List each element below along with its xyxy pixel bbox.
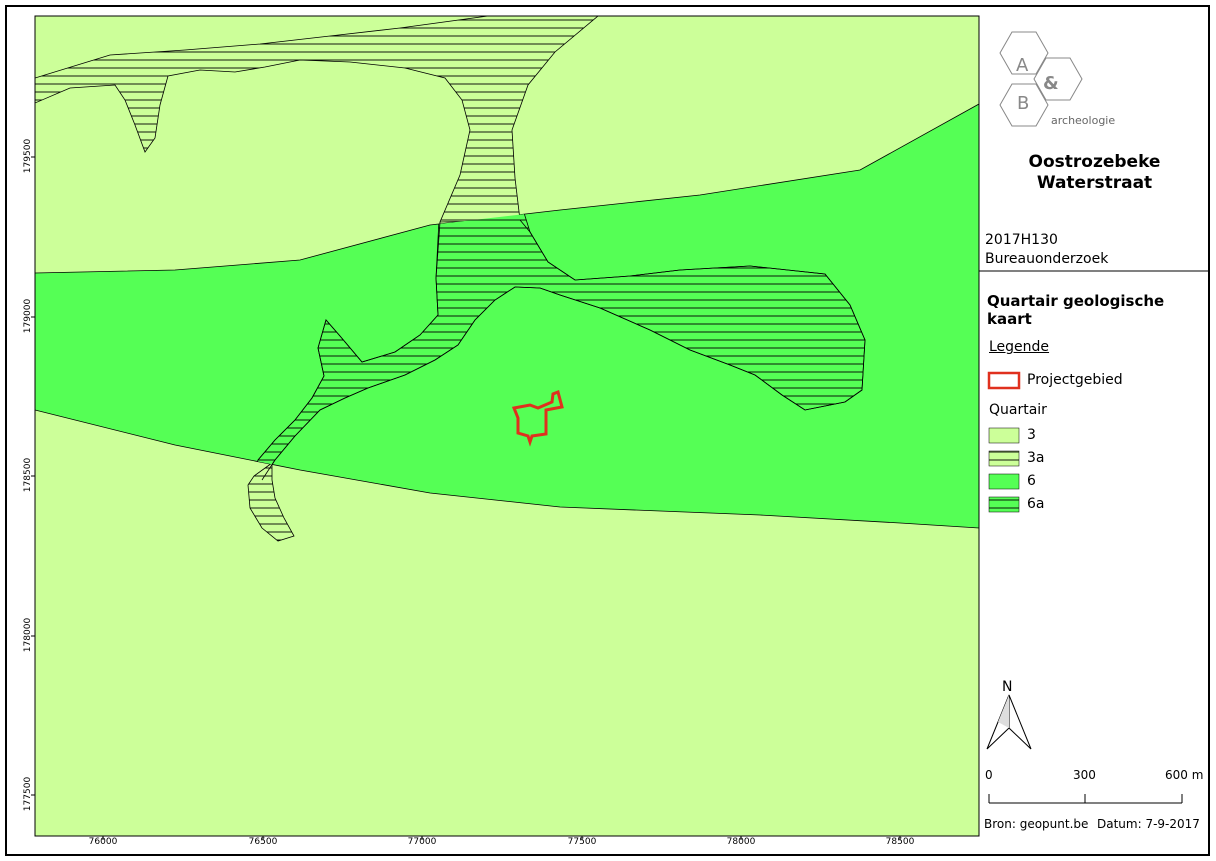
x-tick-label: 78000	[726, 837, 756, 847]
logo	[999, 31, 1083, 127]
north-label: N	[1002, 679, 1013, 695]
map-title: Oostrozebeke Waterstraat	[979, 152, 1210, 194]
x-tick-label: 76000	[88, 837, 118, 847]
north-arrow-icon	[986, 694, 1032, 750]
logo-ampersand: &	[1043, 73, 1059, 94]
y-tick-label: 178000	[23, 617, 33, 653]
x-tick-marks	[102, 836, 901, 840]
map-title-line1: Oostrozebeke	[1028, 152, 1161, 172]
legend-label-3: 3	[1027, 427, 1036, 443]
scale-bar	[988, 794, 1183, 804]
project-area-label: Projectgebied	[1027, 372, 1123, 388]
y-tick-label: 179500	[23, 138, 33, 174]
logo-letter-a: A	[1016, 55, 1029, 76]
date-text: Datum: 7-9-2017	[1097, 817, 1200, 831]
x-tick-label: 76500	[248, 837, 278, 847]
map-info-panel: A & B archeologie Oostrozebeke Waterstra…	[979, 16, 1210, 836]
scale-label-300: 300	[1073, 768, 1096, 782]
map-title-line2: Waterstraat	[1036, 173, 1153, 193]
y-tick-marks	[31, 156, 35, 796]
scale-label-0: 0	[985, 768, 993, 782]
legend-swatch-3a	[988, 450, 1020, 467]
x-tick-label: 77500	[567, 837, 597, 847]
quartair-heading: Quartair	[989, 402, 1047, 418]
project-area-outline[interactable]	[511, 389, 564, 447]
unit-3a-areas	[35, 16, 599, 542]
logo-letter-b: B	[1017, 93, 1030, 114]
x-tick-label: 77000	[407, 837, 437, 847]
logo-wordmark: archeologie	[1051, 114, 1116, 127]
legend-swatch-6	[988, 473, 1020, 490]
legend-swatch-3	[988, 427, 1020, 444]
project-code: 2017H130	[985, 232, 1058, 248]
legend-title: Quartair geologische kaart	[987, 292, 1165, 328]
legend-label-6: 6	[1027, 473, 1036, 489]
scale-label-600: 600 m	[1165, 768, 1204, 782]
y-tick-label: 177500	[23, 776, 33, 812]
legend-label-6a: 6a	[1027, 496, 1045, 512]
project-area-swatch	[987, 371, 1021, 390]
legend-swatch-6a	[988, 496, 1020, 513]
y-tick-label: 179000	[23, 298, 33, 334]
legend-label-3a: 3a	[1027, 450, 1045, 466]
source-text: Bron: geopunt.be	[984, 817, 1089, 831]
project-type: Bureauonderzoek	[985, 251, 1109, 267]
x-tick-label: 78500	[885, 837, 915, 847]
panel-graphics	[986, 31, 1183, 804]
map-frame	[5, 5, 1210, 856]
y-tick-label: 178500	[23, 457, 33, 493]
legend-heading: Legende	[989, 339, 1050, 355]
